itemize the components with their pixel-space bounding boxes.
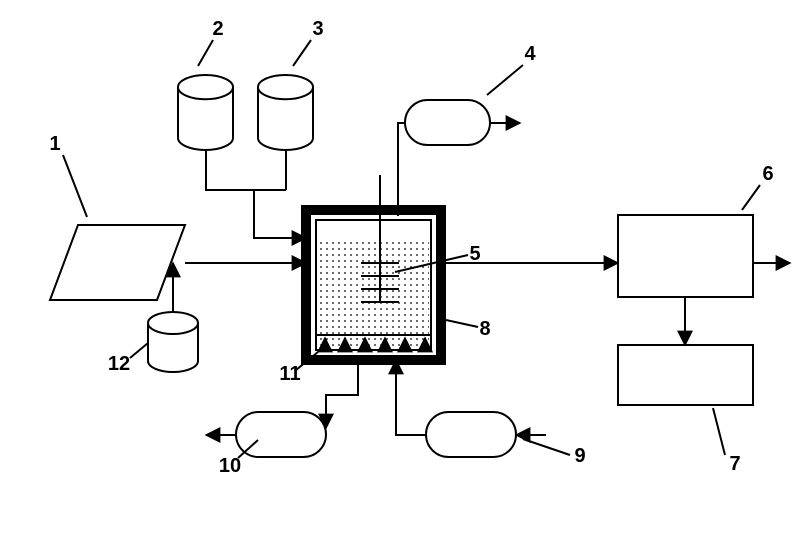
label-n12: 12 bbox=[108, 353, 130, 375]
leader-n8 bbox=[446, 320, 478, 327]
label-n8: 8 bbox=[479, 318, 490, 340]
edge-e9_5 bbox=[396, 360, 426, 435]
cylinder-n12 bbox=[148, 312, 198, 372]
leader-n6 bbox=[742, 185, 760, 210]
rect-n6 bbox=[618, 215, 753, 297]
leader-n1 bbox=[63, 155, 87, 217]
capsule-n4 bbox=[405, 100, 490, 145]
reactor bbox=[306, 210, 441, 360]
edge-e5_4 bbox=[398, 123, 405, 216]
rect-n7 bbox=[618, 345, 753, 405]
edge-ej_5 bbox=[254, 190, 306, 238]
leader-n12 bbox=[130, 343, 148, 358]
label-n5: 5 bbox=[469, 243, 480, 265]
edge-e2_j bbox=[206, 150, 286, 190]
label-n2: 2 bbox=[212, 18, 223, 40]
leader-n2 bbox=[198, 40, 213, 66]
label-n9: 9 bbox=[574, 445, 585, 467]
label-n7: 7 bbox=[729, 453, 740, 475]
leader-n4 bbox=[487, 65, 523, 95]
leader-n7 bbox=[713, 408, 725, 455]
capsule-n10 bbox=[236, 412, 326, 457]
label-n1: 1 bbox=[49, 133, 60, 155]
parallelogram-n1 bbox=[50, 225, 185, 300]
label-n4: 4 bbox=[524, 43, 536, 65]
label-n11: 11 bbox=[279, 363, 300, 385]
process-diagram: 123456789101112 bbox=[0, 0, 800, 542]
capsule-n9 bbox=[426, 412, 516, 457]
label-n10: 10 bbox=[219, 455, 241, 477]
label-n6: 6 bbox=[762, 163, 773, 185]
label-n3: 3 bbox=[312, 18, 323, 40]
leader-n3 bbox=[293, 40, 311, 66]
leader-n9 bbox=[523, 439, 570, 455]
cylinder-n2 bbox=[178, 75, 233, 150]
cylinder-n3 bbox=[258, 75, 313, 150]
edge-e5_10 bbox=[326, 360, 358, 428]
